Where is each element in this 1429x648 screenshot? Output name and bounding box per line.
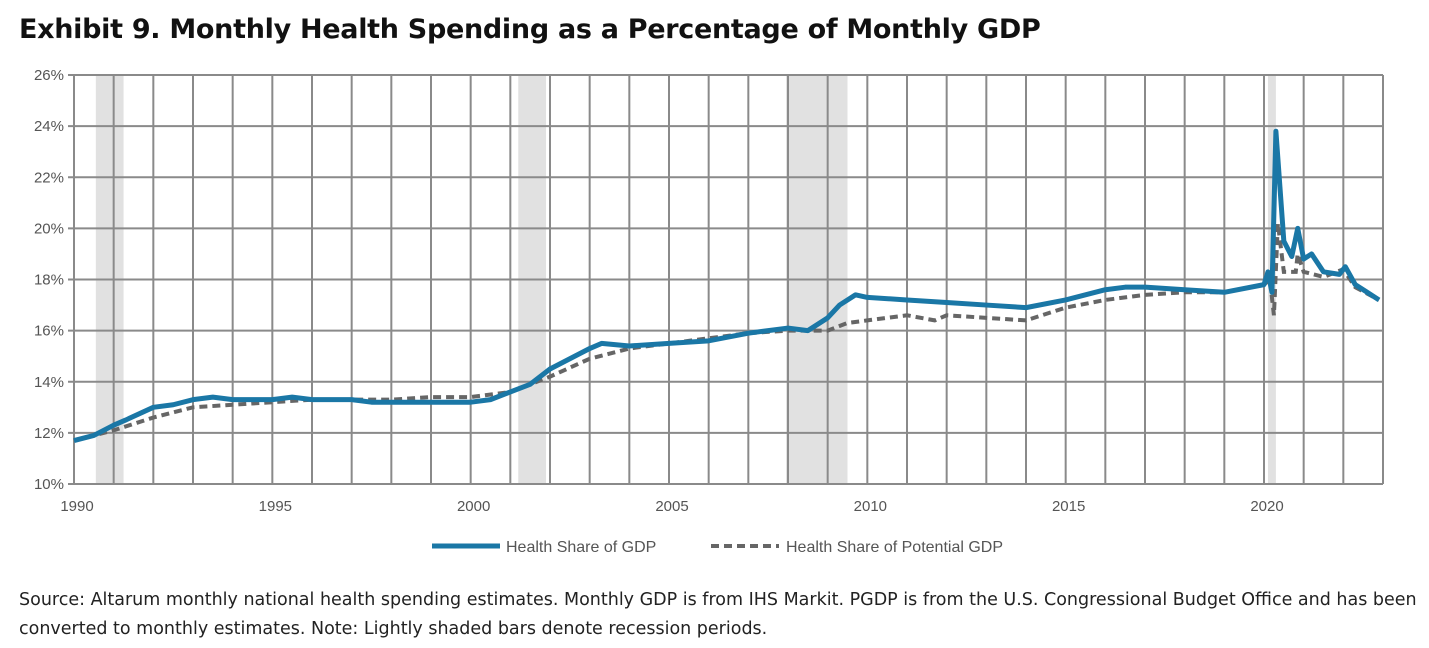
- x-tick-label: 1995: [259, 498, 292, 515]
- x-tick-label: 1990: [60, 498, 93, 515]
- y-tick-label: 22%: [34, 169, 64, 186]
- x-tick-label: 2010: [854, 498, 887, 515]
- y-tick-label: 14%: [34, 374, 64, 391]
- y-tick-label: 26%: [34, 67, 64, 84]
- y-tick-label: 10%: [34, 476, 64, 493]
- legend-label-health-share-of-potential-gdp: Health Share of Potential GDP: [786, 539, 1003, 556]
- chart-title: Exhibit 9. Monthly Health Spending as a …: [19, 14, 1041, 45]
- y-tick-label: 18%: [34, 272, 64, 289]
- series-health-share-of-gdp: [73, 128, 1381, 443]
- x-tick-label: 2015: [1052, 498, 1085, 515]
- x-tick-label: 2000: [457, 498, 490, 515]
- x-tick-label: 2005: [655, 498, 688, 515]
- y-tick-label: 24%: [34, 118, 64, 135]
- legend-label-health-share-of-gdp: Health Share of GDP: [506, 539, 656, 556]
- y-tick-label: 20%: [34, 220, 64, 237]
- line-chart: 10% 12% 14% 16% 18% 20% 22% 24% 26% 1990 1995 2000 2…: [34, 67, 1384, 556]
- y-tick-label: 12%: [34, 425, 64, 442]
- source-note: Source: Altarum monthly national health …: [19, 590, 1417, 639]
- x-tick-label: 2020: [1250, 498, 1283, 515]
- y-tick-label: 16%: [34, 323, 64, 340]
- series-health-share-of-potential-gdp: [73, 223, 1380, 443]
